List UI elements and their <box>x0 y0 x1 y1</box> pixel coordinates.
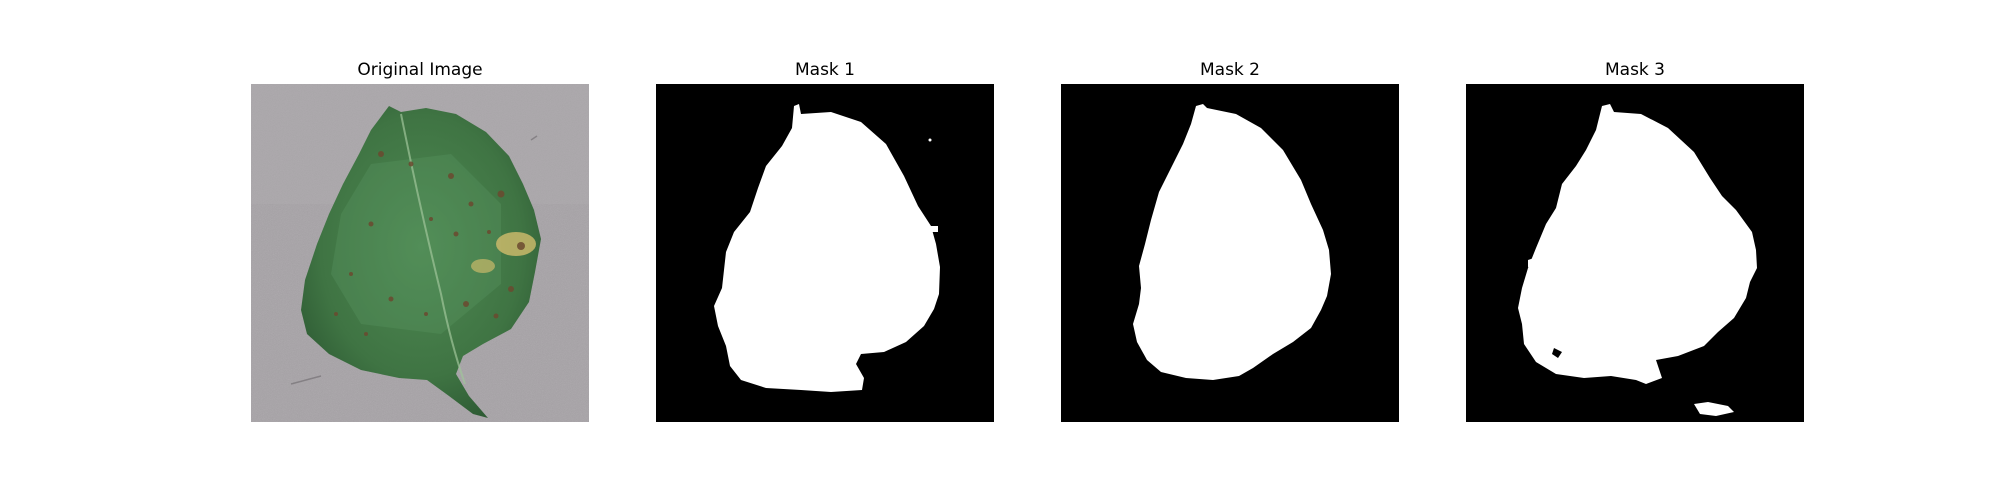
original-image-title: Original Image <box>357 60 483 80</box>
mask-3-panel: Mask 3 <box>1466 56 1804 422</box>
mask-1-panel: Mask 1 <box>656 56 994 422</box>
mask-3-title: Mask 3 <box>1604 60 1665 80</box>
mask-2-panel: Mask 2 <box>1061 56 1399 422</box>
original-leaf-image <box>251 84 589 422</box>
mask-3-image <box>1466 84 1804 422</box>
mask-2-title: Mask 2 <box>1199 60 1260 80</box>
mask-1-title: Mask 1 <box>794 60 855 80</box>
mask-1-image <box>656 84 994 422</box>
mask-2-image <box>1061 84 1399 422</box>
original-image-panel: Original Image <box>251 56 589 422</box>
